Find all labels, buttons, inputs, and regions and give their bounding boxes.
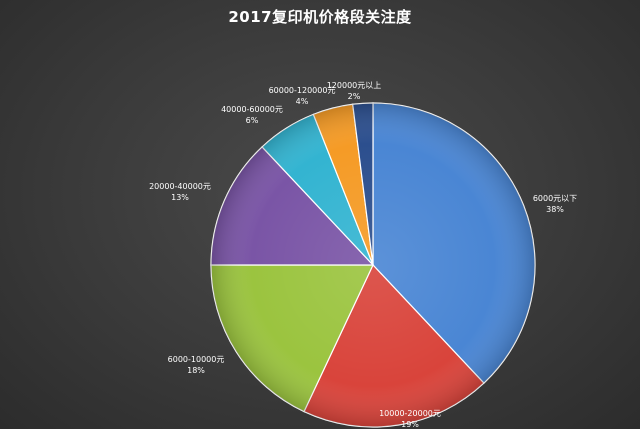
slice-category-label: 10000-20000元	[379, 409, 441, 418]
slice-percent-label: 2%	[348, 92, 361, 101]
slice-category-label: 60000-120000元	[269, 86, 336, 95]
slice-labels: 6000元以下 38% 10000-20000元 19% 6000-10000元 18% 2…	[149, 81, 577, 429]
slice-category-label: 6000-10000元	[168, 355, 225, 364]
slice-percent-label: 19%	[401, 420, 419, 429]
slice-percent-label: 13%	[171, 193, 189, 202]
slice-category-label: 40000-60000元	[221, 105, 283, 114]
slice-category-label: 6000元以下	[533, 194, 577, 203]
slice-percent-label: 4%	[296, 97, 309, 106]
slice-category-label: 20000-40000元	[149, 182, 211, 191]
slice-category-label: 120000元以上	[327, 81, 382, 90]
slice-percent-label: 18%	[187, 366, 205, 375]
chart-title: 2017复印机价格段关注度	[228, 8, 412, 26]
slice-percent-label: 6%	[246, 116, 259, 125]
slice-percent-label: 38%	[546, 205, 564, 214]
pie-slices	[210, 102, 536, 428]
